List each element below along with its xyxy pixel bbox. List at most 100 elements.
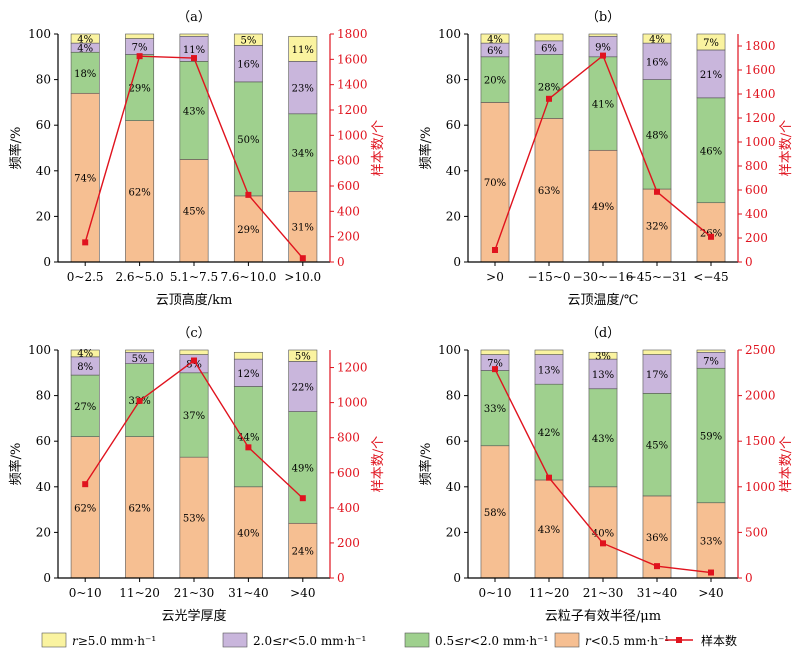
bar-label: 49% bbox=[592, 202, 614, 213]
sample-count-point-1 bbox=[82, 481, 89, 488]
y2-tick-label: 1600 bbox=[745, 63, 776, 77]
y2-tick-label: 800 bbox=[337, 431, 360, 445]
sample-count-point-3 bbox=[191, 55, 197, 62]
y-tick-label: 20 bbox=[36, 525, 51, 539]
y2-tick-label: 600 bbox=[337, 179, 360, 193]
y2-tick-label: 400 bbox=[337, 204, 360, 218]
y2-tick-label: 1400 bbox=[745, 87, 776, 101]
bar-label: 63% bbox=[538, 186, 560, 197]
y2-tick-label: 1000 bbox=[337, 128, 368, 142]
y-tick-label: 60 bbox=[36, 118, 51, 132]
sample-count-point-3 bbox=[191, 357, 197, 364]
sample-count-point-3 bbox=[600, 540, 606, 547]
bar-r_2_5-5 bbox=[288, 361, 318, 412]
bar-r_lt_05-3 bbox=[179, 456, 209, 579]
sample-count-point-2 bbox=[546, 474, 552, 481]
y2-axis-label: 样本数/个 bbox=[779, 436, 794, 492]
y-axis-label: 频率/% bbox=[8, 443, 24, 486]
bar-r_lt_05-5 bbox=[696, 502, 726, 579]
bar-r_lt_05-4 bbox=[642, 188, 672, 263]
bar-label: 37% bbox=[183, 411, 205, 422]
bar-label: 33% bbox=[484, 404, 506, 415]
y2-tick-label: 0 bbox=[337, 255, 345, 269]
y-tick-label: 20 bbox=[446, 209, 461, 223]
bar-r_2_5-4 bbox=[642, 42, 672, 80]
bar-r_05_2-1 bbox=[70, 51, 100, 94]
bar-label: 43% bbox=[183, 106, 205, 117]
y2-tick-label: 800 bbox=[745, 159, 768, 173]
bar-label: 16% bbox=[646, 57, 668, 68]
bar-r_ge_5-3 bbox=[588, 351, 618, 360]
panel-title: （d） bbox=[586, 326, 620, 341]
bar-label: 16% bbox=[237, 60, 259, 71]
bar-label: 46% bbox=[700, 146, 722, 157]
bar-r_ge_5-2 bbox=[534, 349, 564, 355]
bar-label: 21% bbox=[700, 70, 722, 81]
bar-label: 29% bbox=[237, 225, 259, 236]
x-tick-label: 11~20 bbox=[119, 586, 160, 600]
bar-label: 7% bbox=[703, 38, 719, 49]
legend-sample-marker bbox=[676, 637, 682, 643]
x-tick-label: 21~30 bbox=[174, 586, 215, 600]
bar-label: 9% bbox=[595, 43, 611, 54]
y-tick-label: 100 bbox=[438, 343, 461, 357]
bar-label: 32% bbox=[646, 222, 668, 233]
legend-swatch-r_05_2 bbox=[404, 632, 430, 648]
y2-tick-label: 1500 bbox=[745, 434, 776, 448]
y-tick-label: 40 bbox=[446, 480, 461, 494]
bar-label: 8% bbox=[186, 360, 202, 371]
bar-label: 4% bbox=[77, 35, 93, 46]
sample-count-point-1 bbox=[492, 366, 498, 373]
bar-label: 62% bbox=[128, 503, 150, 514]
bar-r_05_2-3 bbox=[179, 61, 209, 160]
bar-r_ge_5-1 bbox=[70, 349, 100, 358]
bar-r_lt_05-5 bbox=[288, 522, 318, 579]
bar-r_ge_5-3 bbox=[588, 33, 618, 37]
y2-tick-label: 200 bbox=[745, 231, 768, 245]
bar-label: 6% bbox=[487, 46, 503, 57]
sample-count-point-1 bbox=[492, 247, 498, 253]
y2-tick-label: 1600 bbox=[337, 52, 368, 66]
x-tick-label: 0~10 bbox=[479, 586, 512, 600]
bar-r_05_2-2 bbox=[534, 383, 564, 481]
bar-label: 53% bbox=[183, 514, 205, 525]
y2-tick-label: 600 bbox=[745, 183, 768, 197]
bar-label: 58% bbox=[484, 508, 506, 519]
y-tick-label: 40 bbox=[36, 480, 51, 494]
sample-count-point-4 bbox=[654, 188, 660, 195]
y2-tick-label: 1200 bbox=[337, 361, 368, 375]
x-tick-label: <−45 bbox=[693, 270, 728, 284]
y2-tick-label: 2500 bbox=[745, 343, 776, 357]
bar-label: 28% bbox=[538, 82, 560, 93]
bar-label: 12% bbox=[237, 369, 259, 380]
y-tick-label: 60 bbox=[446, 118, 461, 132]
bar-r_ge_5-3 bbox=[179, 349, 209, 355]
y-tick-label: 40 bbox=[36, 164, 51, 178]
bar-label: 4% bbox=[487, 35, 503, 46]
bar-label: 11% bbox=[292, 45, 314, 56]
legend: r≥5.0 mm·h⁻¹ 2.0≤r<5.0 mm·h⁻¹ 0.5≤r<2.0 mm… bbox=[41, 632, 737, 648]
bar-label: 7% bbox=[487, 359, 503, 370]
y-axis-label: 频率/% bbox=[8, 127, 24, 170]
y2-tick-label: 200 bbox=[337, 536, 360, 550]
bar-label: 27% bbox=[74, 402, 96, 413]
y-tick-label: 100 bbox=[28, 27, 51, 41]
bar-r_ge_5-3 bbox=[179, 33, 209, 37]
x-axis-label: 云顶高度/km bbox=[156, 292, 233, 308]
bar-label: 13% bbox=[538, 365, 560, 376]
y2-tick-label: 1800 bbox=[337, 27, 368, 41]
bar-label: 62% bbox=[128, 187, 150, 198]
y2-tick-label: 0 bbox=[745, 571, 753, 585]
bar-r_lt_05-5 bbox=[696, 202, 726, 263]
bar-r_05_2-3 bbox=[588, 56, 618, 151]
bar-label: 11% bbox=[183, 45, 205, 56]
y2-axis-label: 样本数/个 bbox=[371, 120, 386, 176]
sample-count-point-4 bbox=[245, 444, 252, 451]
y-tick-label: 40 bbox=[446, 164, 461, 178]
sample-count-point-3 bbox=[600, 52, 606, 59]
bar-r_ge_5-5 bbox=[288, 35, 318, 62]
y2-tick-label: 1000 bbox=[745, 480, 776, 494]
bar-label: 59% bbox=[700, 432, 722, 443]
legend-label: 2.0≤r<5.0 mm·h⁻¹ bbox=[253, 634, 366, 648]
x-tick-label: 31~40 bbox=[228, 586, 269, 600]
